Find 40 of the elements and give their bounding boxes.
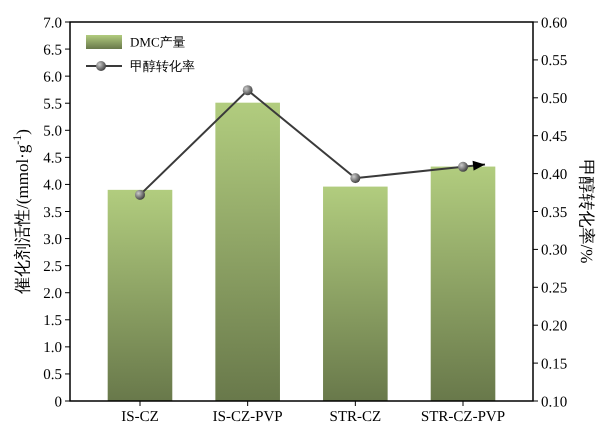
y-tick-label: 1.5 bbox=[43, 313, 62, 330]
y2-tick-label: 0.50 bbox=[541, 91, 568, 108]
y-tick-label: 2.5 bbox=[43, 258, 62, 275]
y-tick-label: 0 bbox=[54, 394, 62, 410]
y2-tick-label: 0.10 bbox=[541, 394, 568, 410]
y-tick-label: 6.0 bbox=[43, 69, 62, 86]
x-tick-label: STR-CZ bbox=[329, 409, 382, 425]
bar bbox=[215, 102, 280, 401]
y-tick-label: 4.5 bbox=[43, 150, 62, 167]
bar bbox=[108, 190, 172, 401]
y-tick-label: 3.5 bbox=[43, 204, 62, 221]
point bbox=[134, 190, 145, 200]
y2-axis-title: 甲醇转化率/% bbox=[577, 160, 596, 264]
x-tick-label: IS-CZ-PVP bbox=[212, 409, 283, 425]
y2-tick-label: 0.35 bbox=[541, 204, 568, 221]
bar bbox=[323, 186, 388, 401]
y-tick-label: 5.5 bbox=[43, 96, 62, 112]
y2-tick-label: 0.20 bbox=[541, 318, 568, 334]
y2-tick-label: 0.55 bbox=[541, 53, 568, 70]
y-tick-label: 5.0 bbox=[43, 124, 62, 140]
y-tick-label: 6.5 bbox=[43, 42, 62, 58]
y2-tick-label: 0.15 bbox=[541, 356, 568, 372]
y2-tick-label: 0.45 bbox=[541, 128, 568, 145]
x-tick-label: IS-CZ bbox=[121, 409, 159, 425]
x-tick-label: STR-CZ-PVP bbox=[420, 409, 506, 425]
y-tick-label: 3.0 bbox=[43, 232, 62, 248]
point bbox=[242, 85, 253, 96]
y2-tick-label: 0.25 bbox=[541, 280, 568, 297]
y2-tick-label: 0.60 bbox=[541, 15, 568, 32]
y-tick-label: 1.0 bbox=[43, 340, 62, 356]
legend-label: 甲醇转化率 bbox=[130, 58, 195, 74]
point bbox=[350, 173, 360, 184]
y-tick-label: 2.0 bbox=[43, 286, 62, 302]
y-tick-label: 0.5 bbox=[43, 367, 62, 384]
legend-label: DMC产量 bbox=[130, 34, 186, 50]
y2-tick-label: 0.30 bbox=[541, 242, 568, 259]
y2-tick-label: 0.40 bbox=[541, 166, 568, 183]
y-tick-label: 4.0 bbox=[43, 178, 62, 194]
point bbox=[458, 162, 468, 172]
y-tick-label: 7.0 bbox=[43, 15, 62, 32]
